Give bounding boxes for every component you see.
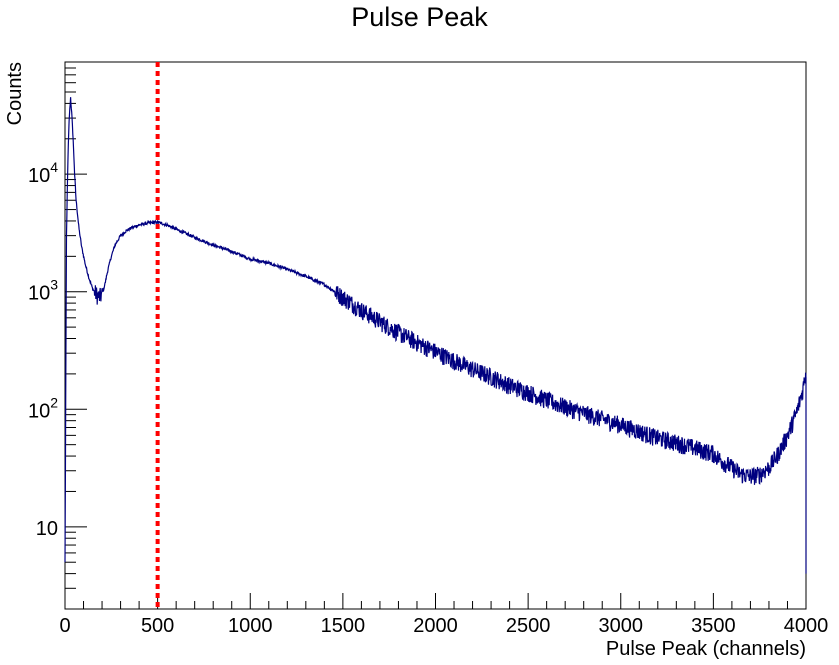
x-tick-label: 2500 <box>506 615 551 637</box>
x-tick-label: 0 <box>59 615 70 637</box>
y-axis-label: Counts <box>4 62 26 125</box>
series-line <box>64 97 807 574</box>
x-axis-ticks <box>64 593 807 609</box>
chart-title: Pulse Peak <box>351 2 488 32</box>
x-tick-label: 2000 <box>413 615 458 637</box>
y-tick-label: 104 <box>28 159 58 187</box>
x-tick-label: 3000 <box>599 615 644 637</box>
y-tick-label: 102 <box>28 394 58 422</box>
y-axis-tick-labels: 10 102 103 104 <box>28 159 58 540</box>
y-tick-label: 10 <box>36 518 58 540</box>
x-tick-label: 3500 <box>691 615 736 637</box>
x-tick-label: 500 <box>141 615 174 637</box>
y-axis-ticks <box>65 61 87 610</box>
x-tick-label: 4000 <box>784 615 829 637</box>
y-tick-label: 103 <box>28 277 58 305</box>
x-axis-label: Pulse Peak (channels) <box>606 638 806 660</box>
plot-frame <box>64 61 807 610</box>
x-axis-tick-labels: 0 500 1000 1500 2000 2500 3000 3500 4000 <box>59 615 828 637</box>
x-tick-label: 1000 <box>228 615 273 637</box>
x-tick-label: 1500 <box>321 615 366 637</box>
